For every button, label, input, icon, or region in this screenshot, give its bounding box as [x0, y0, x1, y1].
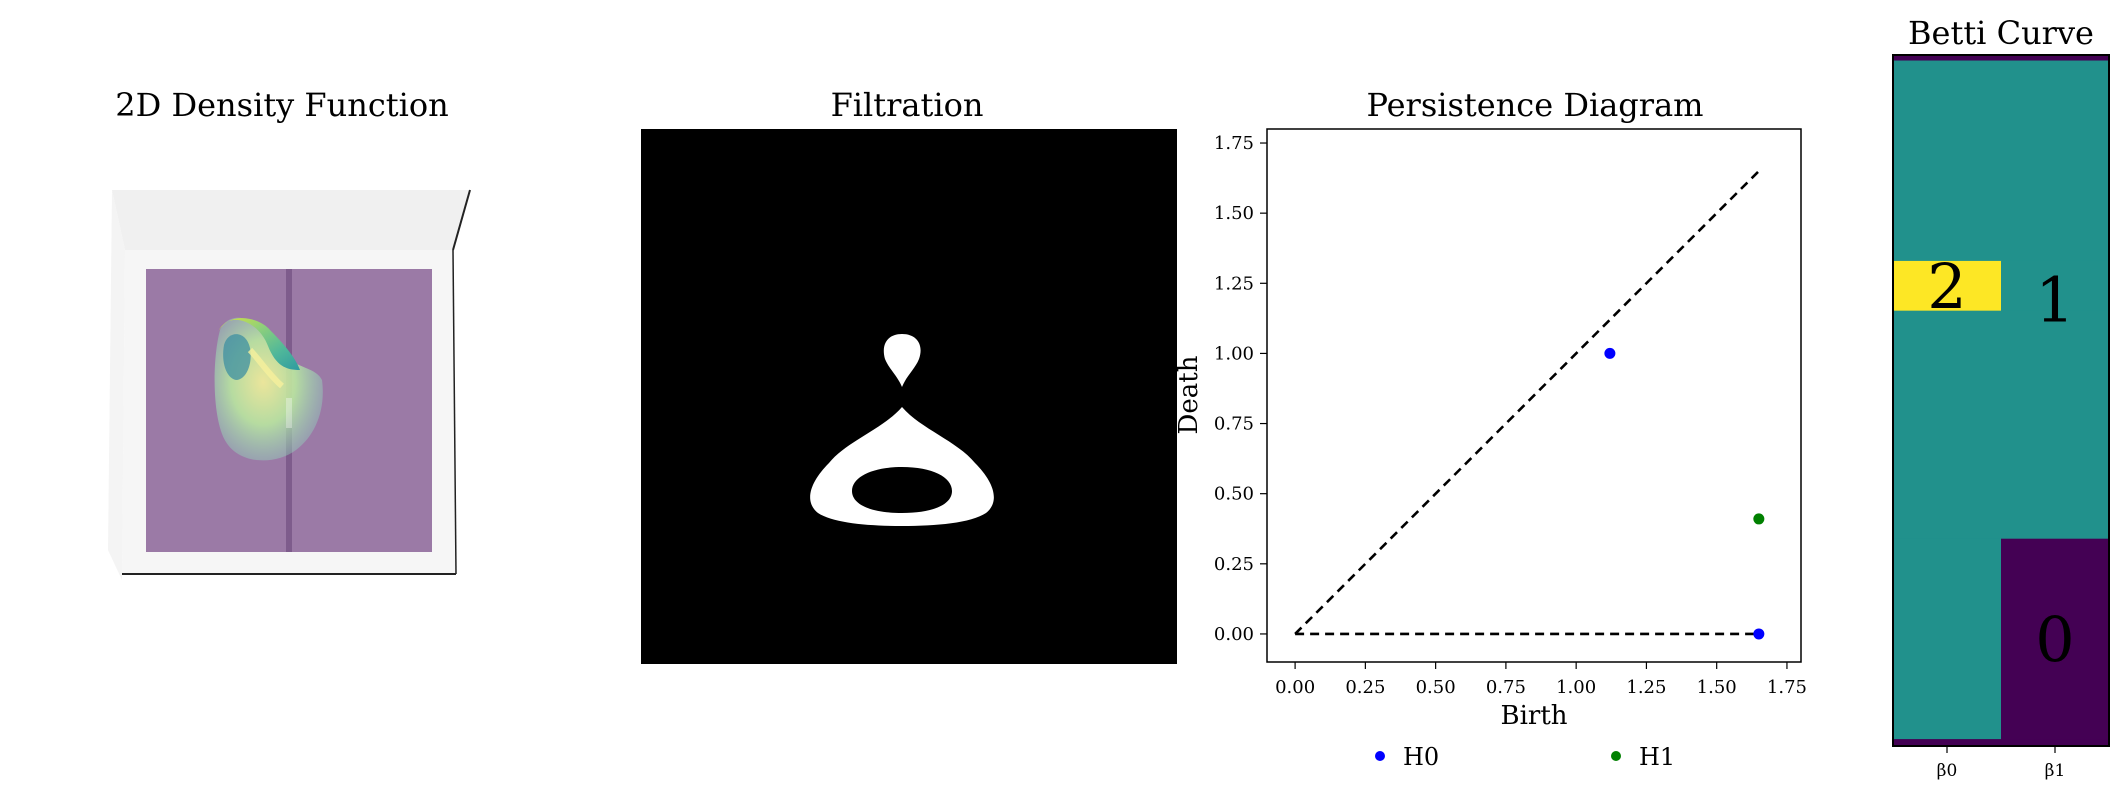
betti-curve-heatmap: 2 1 0 β0 β1	[1892, 54, 2110, 781]
density-3d-plot	[108, 189, 471, 580]
betti-value-label: 2	[1927, 250, 1966, 323]
betti-frame	[1892, 54, 2110, 747]
betti-xtick-label: β0	[1937, 761, 1958, 781]
filtration-image	[641, 129, 1177, 664]
betti-cell-beta1	[2001, 538, 2110, 740]
betti-value-label: 1	[2035, 264, 2074, 337]
betti-cell-beta1	[2001, 60, 2110, 262]
pd-ytick-label: 0.75	[1214, 414, 1254, 435]
betti-xtick-label: β1	[2045, 761, 2066, 781]
betti-cell-beta0	[1893, 538, 2002, 740]
pd-ytick-label: 1.75	[1214, 133, 1254, 154]
pd-axes-frame	[1266, 128, 1802, 663]
betti-cell-beta0	[1893, 260, 2002, 312]
betti-cell-beta0	[1893, 60, 2002, 262]
legend-marker-h1	[1611, 751, 1621, 761]
filtration-blob-ring	[810, 407, 994, 526]
pd-xlabel: Birth	[1500, 701, 1567, 731]
betti-value-label: 0	[2035, 603, 2074, 676]
persistence-title: Persistence Diagram	[1366, 86, 1704, 124]
betti-cell-beta1	[2001, 55, 2110, 62]
pd-xtick-label: 1.50	[1697, 677, 1737, 698]
pd-xtick-label: 0.75	[1486, 677, 1526, 698]
legend-label-h0: H0	[1403, 743, 1439, 771]
pd-diagonal-line	[1294, 170, 1760, 635]
pd-xtick-label: 0.50	[1416, 677, 1456, 698]
density-title: 2D Density Function	[115, 86, 449, 124]
pd-xtick-label: 1.75	[1767, 677, 1807, 698]
pd-point-h0	[1753, 628, 1765, 640]
betti-cell-beta1	[2001, 260, 2110, 312]
density-peak	[214, 317, 323, 461]
betti-title: Betti Curve	[1908, 14, 2094, 52]
betti-cell-beta0	[1893, 310, 2002, 540]
filtration-title: Filtration	[830, 86, 984, 124]
betti-cell-beta0	[1893, 739, 2002, 747]
persistence-diagram: 0.00 0.25 0.50 0.75 1.00 1.25 1.50 1.75 0.00 0.25…	[1175, 128, 1807, 771]
pd-xtick-label: 1.25	[1626, 677, 1666, 698]
pd-ytick-label: 1.00	[1214, 343, 1254, 364]
legend-label-h1: H1	[1639, 743, 1675, 771]
pd-ytick-label: 1.25	[1214, 273, 1254, 294]
pd-xtick-label: 1.00	[1556, 677, 1596, 698]
pd-ytick-label: 1.50	[1214, 203, 1254, 224]
pd-ytick-label: 0.00	[1214, 624, 1254, 645]
pd-xtick-label: 0.25	[1345, 677, 1385, 698]
pd-ytick-label: 0.50	[1214, 484, 1254, 505]
pd-legend: H0 H1	[1375, 743, 1675, 771]
pd-ytick-label: 0.25	[1214, 554, 1254, 575]
betti-cell-beta1	[2001, 310, 2110, 540]
betti-cell-beta1	[2001, 739, 2110, 747]
pd-point-h0	[1604, 347, 1616, 359]
pd-xtick-label: 0.00	[1275, 677, 1315, 698]
betti-cell-beta0	[1893, 55, 2002, 62]
pd-point-h1	[1753, 513, 1765, 525]
filtration-blob-small	[883, 334, 921, 387]
legend-marker-h0	[1375, 751, 1385, 761]
pd-ylabel: Death	[1175, 355, 1204, 434]
